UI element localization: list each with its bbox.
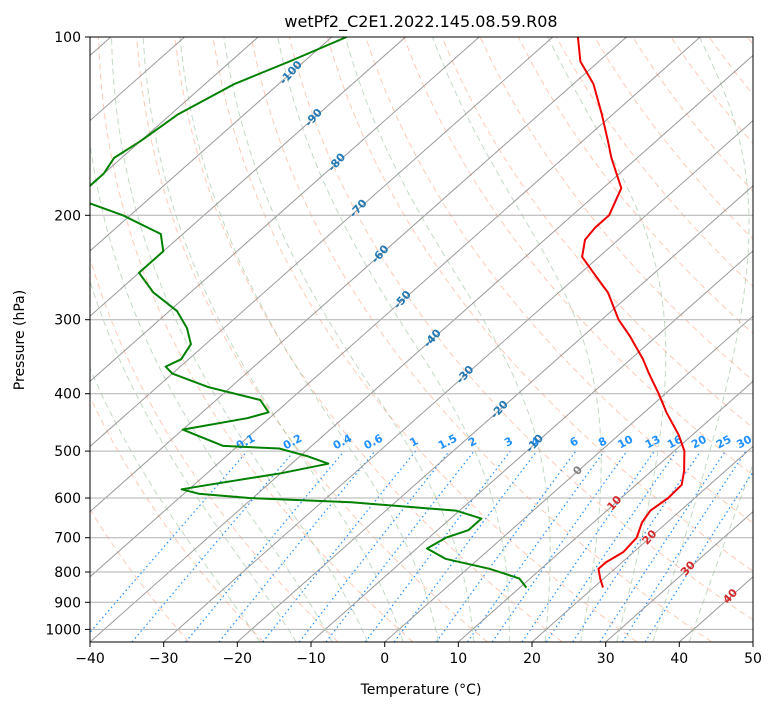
dry-adiabat-line [174,37,563,642]
temperature-profile-line [576,37,686,588]
mixing-ratio-line [521,450,655,642]
background-lines [90,37,753,642]
mixing-ratio-label: 25 [714,433,734,452]
x-tick-label: 20 [523,651,541,667]
x-tick-label: 30 [597,651,615,667]
moist-adiabat-line [277,37,510,642]
y-tick-label: 600 [54,491,81,507]
profile-series [90,37,686,589]
dry-adiabat-line [555,37,753,287]
mixing-ratio-label: 20 [689,433,709,452]
moist-adiabat-line [142,37,404,642]
mixing-ratio-line [262,450,417,642]
y-tick-label: 800 [54,565,81,581]
moist-adiabat-line [111,37,369,642]
isotherm-line [90,37,554,448]
isotherm-line [236,185,753,642]
dry-adiabat-line [327,37,753,572]
dry-adiabat-line [136,37,488,642]
y-tick-label: 300 [54,313,81,329]
isotherm-line [310,250,753,642]
y-tick-label: 400 [54,387,81,403]
x-axis: −40 −30 −20 −10 0 10 20 30 40 50 [75,642,762,667]
moist-adiabat-line [432,37,602,642]
isotherm-line [90,54,753,642]
dry-adiabat-line [90,508,190,642]
x-tick-label: 40 [670,651,688,667]
isotherm-line [90,37,701,578]
isotherm-line [384,315,753,642]
dry-adiabat-line [288,37,753,621]
mixing-ratio-label: 30 [734,433,754,452]
x-tick-label: −20 [223,651,253,667]
mixing-ratio-line [572,450,702,642]
y-tick-label: 1000 [45,622,81,638]
moist-adiabat-line [688,462,753,642]
mixing-ratio-line [545,450,677,642]
mixing-ratio-line [467,450,605,642]
mixing-ratio-line [364,450,511,642]
y-tick-label: 500 [54,444,81,460]
isotherm-line [90,37,333,252]
moist-adiabat-line [179,37,439,642]
moist-adiabat-line [90,279,297,642]
moist-adiabat-line [223,37,475,642]
mixing-ratio-label: 13 [643,433,663,452]
isotherm-line [90,37,627,513]
plot-frame [89,36,754,643]
mixing-ratio-line [599,450,726,642]
isotherm-line [90,37,406,317]
x-tick-label: −40 [75,651,105,667]
x-tick-label: −10 [296,651,326,667]
isotherm-line [531,445,753,642]
dry-adiabat-line [403,37,753,476]
y-tick-label: 200 [54,208,81,224]
mixing-ratio-label: 10 [616,433,636,452]
x-tick-label: 10 [449,651,467,667]
moist-adiabat-line [652,37,750,642]
mixing-ratio-line [218,450,376,642]
y-tick-label: 700 [54,531,81,547]
x-tick-label: 50 [744,651,762,667]
isotherm-line [605,511,753,642]
moist-adiabat-line [344,37,551,642]
moist-adiabat-line [90,139,333,642]
y-axis: 100 200 300 400 500 600 700 800 900 1000 [45,30,90,638]
x-tick-label: −30 [149,651,179,667]
x-axis-label: Temperature (°C) [360,682,482,698]
dewpoint-profile-line [90,37,528,589]
isotherm-line [90,37,480,382]
y-tick-label: 900 [54,595,81,611]
chart-title: wetPf2_C2E1.2022.145.08.59.R08 [284,12,557,32]
x-tick-label: 0 [380,651,389,667]
isotherm-line [457,380,753,642]
mixing-ratio-line [644,470,753,642]
y-axis-label: Pressure (hPa) [12,290,28,390]
mixing-ratio-line [298,450,450,642]
moist-adiabat-line [90,366,261,642]
y-tick-label: 100 [54,30,81,46]
isotherm-line [163,119,753,642]
mixing-ratio-line [621,450,747,642]
